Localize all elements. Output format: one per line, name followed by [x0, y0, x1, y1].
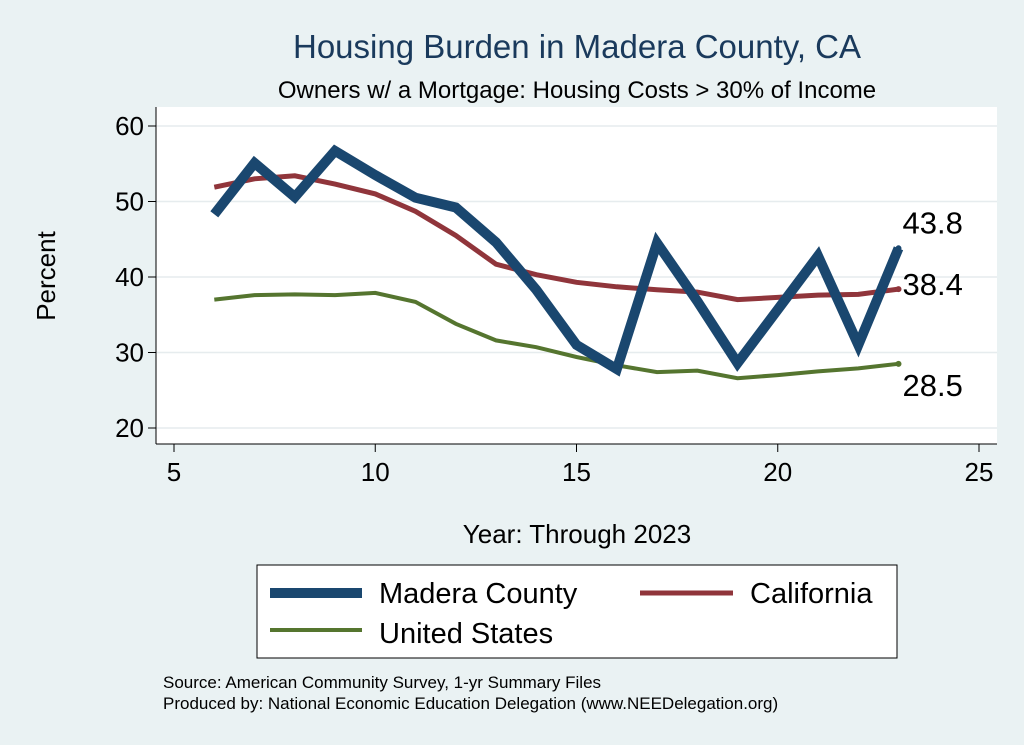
- legend: Madera County California United States: [256, 564, 898, 659]
- y-tick-label: 40: [115, 262, 144, 292]
- chart-subtitle: Owners w/ a Mortgage: Housing Costs > 30…: [278, 77, 876, 104]
- end-label: 43.8: [903, 205, 963, 240]
- end-label: 28.5: [903, 368, 963, 403]
- x-tick-label: 20: [763, 457, 792, 487]
- source-note: Source: American Community Survey, 1-yr …: [163, 673, 601, 692]
- chart-title: Housing Burden in Madera County, CA: [293, 28, 861, 65]
- series-lines: [210, 144, 904, 381]
- x-tick-label: 25: [965, 457, 994, 487]
- series-end-point: [895, 360, 902, 367]
- x-axis-label: Year: Through 2023: [463, 519, 691, 549]
- y-tick-label: 30: [115, 338, 144, 368]
- plot-area: [156, 107, 997, 444]
- legend-label: Madera County: [379, 578, 578, 610]
- y-tick-label: 20: [115, 413, 144, 443]
- legend-label: California: [750, 578, 873, 610]
- series-line-madera-county: [210, 144, 904, 377]
- producer-note: Produced by: National Economic Education…: [163, 694, 778, 713]
- end-labels: 43.8 38.4 28.5: [903, 205, 963, 403]
- legend-box: [256, 564, 898, 659]
- y-tick-label: 50: [115, 187, 144, 217]
- y-axis-label: Percent: [31, 230, 61, 320]
- legend-label: United States: [379, 618, 553, 650]
- end-label: 38.4: [903, 267, 963, 302]
- x-tick-label: 5: [167, 457, 181, 487]
- axes: 20 30 40 50 60 5 10 15 20 25: [115, 107, 997, 487]
- series-end-point: [895, 286, 902, 293]
- y-tick-label: 60: [115, 111, 144, 141]
- series-line-united-states: [214, 290, 899, 381]
- x-tick-label: 15: [562, 457, 591, 487]
- x-tick-label: 10: [361, 457, 390, 487]
- series-end-point: [895, 245, 902, 252]
